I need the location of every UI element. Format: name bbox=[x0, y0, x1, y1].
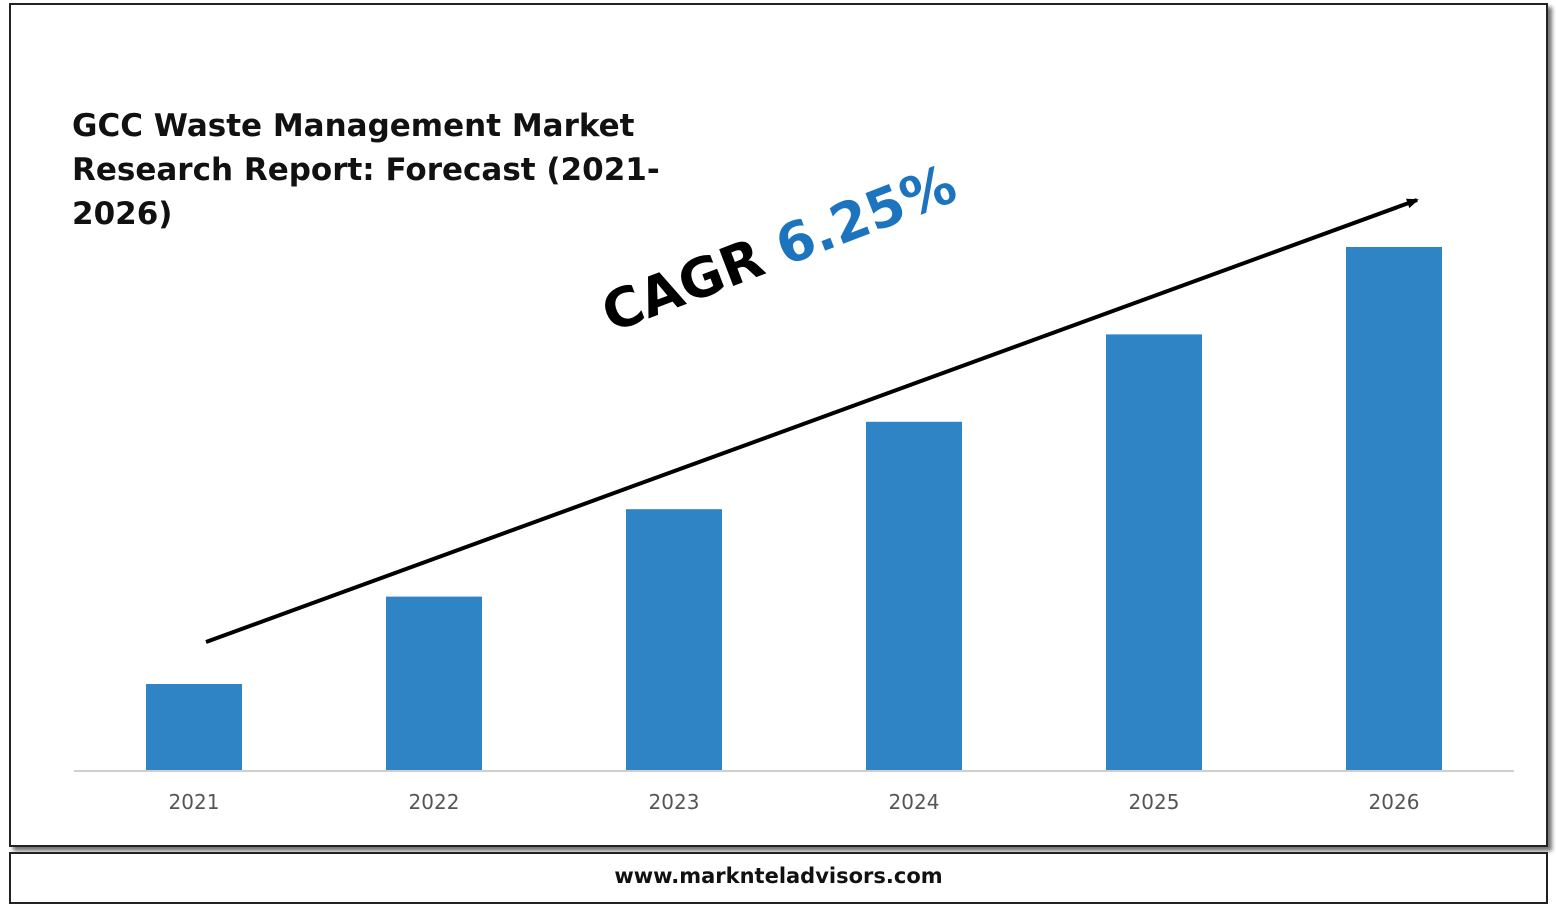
bar-2022 bbox=[386, 596, 482, 770]
bar-2021 bbox=[146, 684, 242, 770]
x-tick-label-2022: 2022 bbox=[409, 790, 460, 814]
website-link[interactable]: www.marknteladvisors.com bbox=[614, 864, 943, 888]
bar-2023 bbox=[626, 509, 722, 770]
x-tick-label-2026: 2026 bbox=[1369, 790, 1420, 814]
bar-series bbox=[146, 247, 1442, 770]
x-tick-label-2021: 2021 bbox=[169, 790, 220, 814]
chart-frame bbox=[9, 3, 1548, 847]
x-tick-label-2024: 2024 bbox=[889, 790, 940, 814]
bar-2026 bbox=[1346, 247, 1442, 770]
growth-arrow bbox=[205, 198, 1419, 644]
bar-2025 bbox=[1106, 334, 1202, 770]
x-axis-labels: 2021 2022 2023 2024 2025 2026 bbox=[169, 790, 1420, 814]
bar-2024 bbox=[866, 421, 962, 770]
x-tick-label-2023: 2023 bbox=[649, 790, 700, 814]
x-tick-label-2025: 2025 bbox=[1129, 790, 1180, 814]
footer-bar: www.marknteladvisors.com bbox=[9, 852, 1548, 904]
chart-title: GCC Waste Management Market Research Rep… bbox=[72, 108, 660, 232]
